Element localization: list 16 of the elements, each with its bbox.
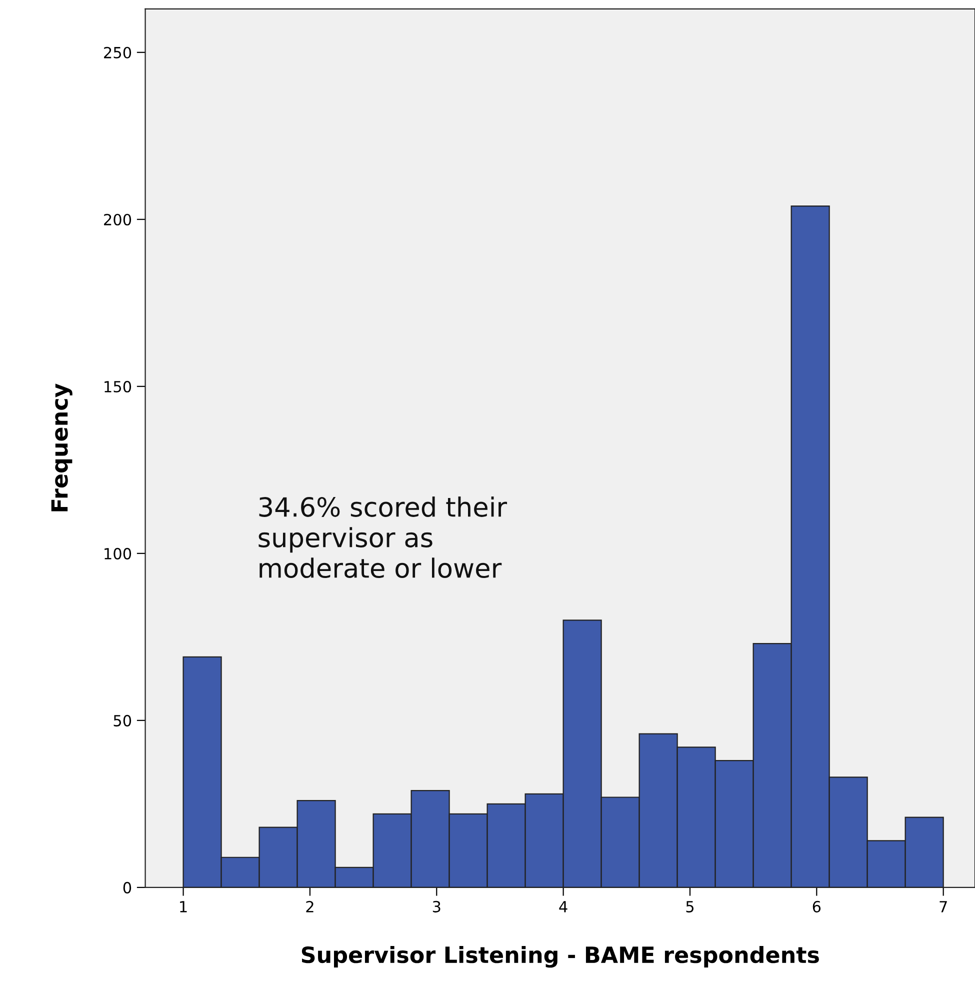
- x-axis-title: Supervisor Listening - BAME respondents: [302, 946, 819, 968]
- annotation: 34.6% scored their supervisor as moderate or lower: [258, 496, 508, 578]
- y-tick-label: 200: [104, 214, 132, 226]
- y-tick-label: 250: [104, 46, 132, 58]
- x-tick-label: 6: [812, 900, 821, 912]
- x-tick-label: 3: [432, 900, 440, 912]
- y-tick-label: 100: [104, 548, 132, 560]
- x-tick-label: 1: [180, 901, 187, 912]
- y-axis-title: Frequency: [51, 384, 72, 512]
- x-tick-label: 4: [559, 901, 568, 912]
- x-tick-label: 5: [686, 901, 694, 912]
- x-tick-label: 2: [306, 900, 314, 912]
- y-tick-label: 0: [123, 882, 132, 894]
- y-tick-label: 50: [114, 714, 132, 726]
- x-tick-label: 7: [940, 901, 947, 912]
- y-tick-label: 150: [104, 380, 132, 392]
